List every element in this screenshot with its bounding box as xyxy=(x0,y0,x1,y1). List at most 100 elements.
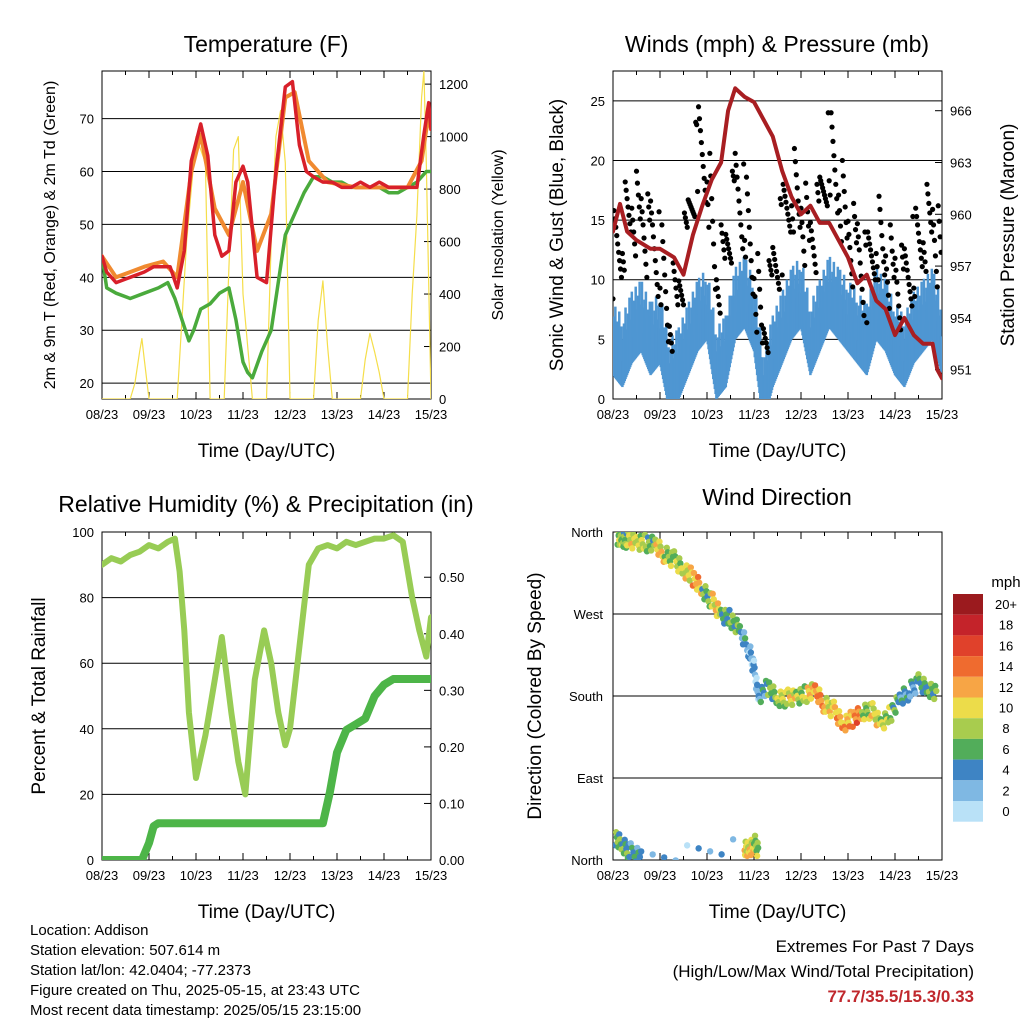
gust-mark xyxy=(927,210,933,216)
gust-mark xyxy=(763,340,769,346)
x-tick-label-0: 10/23 xyxy=(180,407,213,422)
gust-mark xyxy=(854,221,861,227)
gust-mark xyxy=(914,222,921,228)
gust-mark xyxy=(737,210,743,216)
gust-mark xyxy=(810,244,816,251)
direction-mark xyxy=(869,699,876,707)
gust-mark xyxy=(936,218,942,224)
direction-points xyxy=(613,532,940,860)
gust-mark xyxy=(842,204,848,210)
gust-mark xyxy=(725,241,731,247)
gust-mark xyxy=(915,230,922,236)
gust-mark xyxy=(683,219,689,226)
gust-mark xyxy=(808,228,814,234)
gust-mark xyxy=(850,284,856,290)
gust-mark xyxy=(641,235,647,241)
y-tick-label-0: 50 xyxy=(80,217,94,232)
direction-mark xyxy=(733,616,740,623)
gust-mark xyxy=(782,193,788,199)
gust-mark xyxy=(671,268,677,274)
gust-mark xyxy=(908,296,914,302)
direction-mark xyxy=(751,664,758,671)
gust-mark xyxy=(645,191,651,197)
gust-mark xyxy=(922,259,928,265)
direction-mark xyxy=(765,679,773,686)
direction-mark xyxy=(817,691,824,699)
x-tick-label-3: 10/23 xyxy=(691,868,724,883)
gust-mark xyxy=(918,255,924,261)
gust-mark xyxy=(656,209,662,215)
gust-mark xyxy=(658,302,664,308)
gust-mark xyxy=(636,204,642,210)
gust-mark xyxy=(891,274,897,280)
gust-mark xyxy=(629,205,635,211)
gust-mark xyxy=(831,153,837,159)
y2-tick-label-2: 0.40 xyxy=(439,627,464,642)
gust-mark xyxy=(634,180,641,186)
direction-mark xyxy=(827,712,834,720)
gust-mark xyxy=(657,285,663,291)
direction-mark xyxy=(636,853,644,860)
gust-mark xyxy=(679,292,685,298)
gust-mark xyxy=(775,280,782,286)
direction-mark xyxy=(836,713,844,720)
temp2m-line xyxy=(102,79,431,290)
gust-mark xyxy=(746,224,752,230)
gust-mark xyxy=(794,185,800,191)
gust-mark xyxy=(893,267,899,273)
gust-mark xyxy=(647,217,653,223)
gust-mark xyxy=(666,323,673,329)
gust-mark xyxy=(663,305,670,311)
gust-mark xyxy=(618,274,625,280)
direction-mark xyxy=(736,623,744,630)
direction-mark xyxy=(690,569,698,577)
gust-mark xyxy=(812,261,818,267)
gust-mark xyxy=(883,266,890,272)
gust-mark xyxy=(760,326,767,332)
direction-mark xyxy=(853,719,861,726)
direction-mark xyxy=(714,600,722,607)
gust-mark xyxy=(846,231,852,238)
gust-mark xyxy=(860,299,866,305)
direction-mark xyxy=(754,839,761,847)
gust-mark xyxy=(614,232,620,239)
gust-mark xyxy=(911,285,917,291)
direction-mark xyxy=(729,612,736,619)
y-tick-label-2: 0 xyxy=(87,853,94,868)
gust-mark xyxy=(644,274,650,280)
gust-mark xyxy=(639,209,645,215)
y-axis-label-2: Percent & Total Rainfall xyxy=(29,597,50,794)
gust-mark xyxy=(771,250,777,257)
direction-mark xyxy=(771,688,778,696)
x-tick-label-0: 12/23 xyxy=(274,407,307,422)
temp2m-line-group xyxy=(102,79,431,290)
y2-tick-label-1: 960 xyxy=(950,207,972,222)
gust-mark xyxy=(790,229,797,235)
gust-mark xyxy=(826,178,832,184)
direction-mark xyxy=(658,548,665,555)
direction-mark xyxy=(709,590,716,598)
gust-mark xyxy=(828,110,834,116)
x-tick-label-2: 08/23 xyxy=(86,868,119,883)
direction-mark xyxy=(788,701,796,709)
direction-mark xyxy=(753,852,761,860)
gust-mark xyxy=(759,340,766,346)
gust-mark xyxy=(736,198,742,204)
gust-mark xyxy=(803,180,809,186)
direction-mark xyxy=(770,683,777,690)
direction-mark xyxy=(892,709,899,716)
direction-mark xyxy=(616,831,623,838)
y2-tick-label-0: 600 xyxy=(439,235,461,250)
gust-mark xyxy=(742,237,748,243)
gust-mark xyxy=(699,151,705,158)
gust-mark xyxy=(829,124,835,130)
extremes-subheading: (High/Low/Max Wind/Total Precipitation) xyxy=(672,962,974,981)
y2-tick-label-2: 0.00 xyxy=(439,853,464,868)
gust-mark xyxy=(668,340,674,346)
gust-mark xyxy=(667,331,673,338)
x-tick-label-3: 14/23 xyxy=(879,868,912,883)
gust-mark xyxy=(713,277,720,283)
direction-mark xyxy=(835,708,843,715)
gust-mark xyxy=(932,253,939,259)
